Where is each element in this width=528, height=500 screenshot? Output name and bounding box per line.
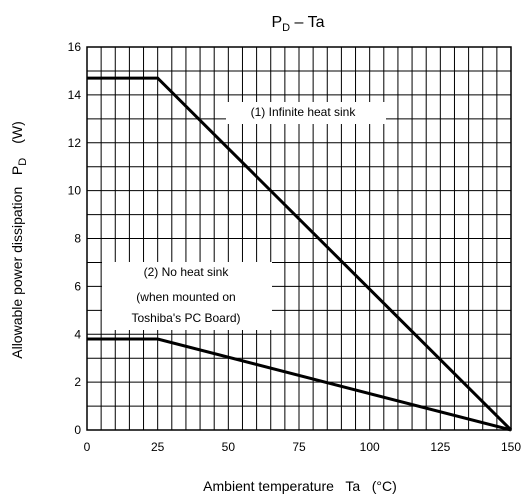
y-axis-label: Allowable power dissipation PD(W): [9, 121, 29, 359]
plot-frame: [86, 46, 512, 431]
x-tick-label: 0: [84, 440, 91, 454]
x-tick-labels: 0 25 50 75 100 125 150: [84, 440, 522, 454]
y-tick-label: 14: [68, 88, 82, 102]
y-tick-label: 16: [68, 40, 82, 54]
x-tick-label: 50: [222, 440, 236, 454]
annotation-text: Toshiba's PC Board): [131, 311, 240, 325]
series-line-1: [87, 76, 513, 432]
x-tick-label: 25: [151, 440, 165, 454]
annotation-text: (1) Infinite heat sink: [251, 105, 357, 119]
y-tick-label: 12: [68, 136, 82, 150]
chart-title: PD – Ta: [271, 14, 324, 34]
x-axis-label: Ambient temperature Ta (°C): [203, 478, 397, 494]
x-tick-label: 125: [430, 440, 450, 454]
y-tick-labels: 0 2 4 6 8 10 12 14 16: [68, 40, 82, 437]
series-lines: [87, 76, 513, 432]
x-tick-label: 100: [360, 440, 380, 454]
annotation-text: (2) No heat sink: [144, 265, 230, 279]
annotation-background: [226, 102, 386, 124]
annotation-background: [102, 262, 272, 330]
annotation-text: (when mounted on: [136, 290, 235, 304]
y-tick-label: 10: [68, 184, 82, 198]
y-tick-label: 8: [74, 232, 81, 246]
y-tick-label: 2: [74, 375, 81, 389]
y-tick-label: 0: [74, 423, 81, 437]
y-tick-label: 4: [74, 327, 81, 341]
x-tick-label: 150: [501, 440, 521, 454]
x-tick-label: 75: [292, 440, 306, 454]
series-line-2: [87, 337, 512, 432]
annotations: (1) Infinite heat sink (2) No heat sink (w…: [102, 102, 386, 330]
y-tick-label: 6: [74, 279, 81, 293]
